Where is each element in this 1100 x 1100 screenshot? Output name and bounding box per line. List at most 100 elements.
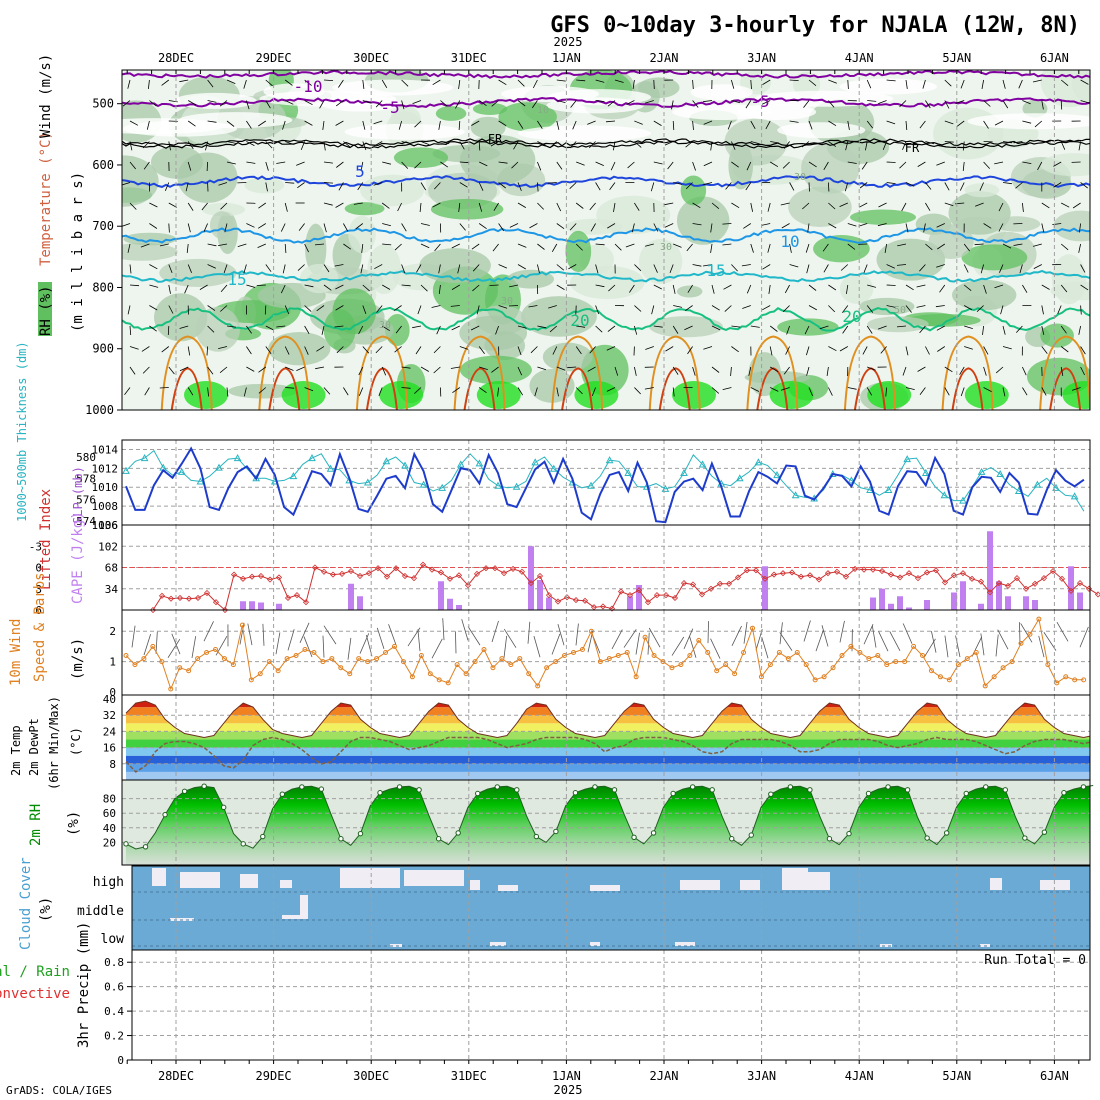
wind-barb (1037, 161, 1043, 171)
precip-grid (132, 961, 1090, 1037)
wind10m-point (230, 662, 236, 668)
wind10m-point (866, 656, 872, 662)
rh-blob (201, 202, 246, 217)
wind-barb (168, 264, 173, 274)
wind-axis-label: Wind (m/s) (38, 54, 54, 138)
isotherm-30 (658, 367, 691, 410)
wind-barb (983, 223, 992, 229)
thickness-point (512, 482, 521, 490)
wind-barb (750, 202, 753, 212)
thickness-point (605, 456, 614, 464)
rh2m-point (1002, 787, 1008, 793)
wind-barb (556, 223, 565, 230)
wind-barb (334, 325, 344, 328)
wind-barb (684, 325, 693, 331)
wind-barb (859, 202, 868, 208)
lifted-index-point (752, 567, 760, 574)
wind-barb (964, 325, 973, 329)
wind10m-point (642, 634, 648, 640)
lifted-index-point (545, 592, 553, 599)
wind-barb (878, 202, 887, 208)
cloud-tick-label: middle (77, 904, 124, 919)
wind-barb (589, 202, 596, 211)
wind-barb (556, 202, 562, 212)
wind-barb (803, 100, 810, 108)
wind-barb (1018, 79, 1023, 89)
cape-bar (762, 566, 768, 610)
wind-barb (376, 305, 383, 313)
wind-barb (866, 325, 873, 334)
rh2m-point (904, 787, 911, 793)
wind-barb (896, 325, 907, 328)
wind-barb (828, 141, 837, 147)
wind-barb (877, 325, 887, 330)
wind10m-tick-label: 1 (109, 656, 116, 669)
wind-barb (1022, 100, 1031, 105)
wind-barb (692, 264, 702, 267)
wind-barb (159, 387, 169, 389)
lifted-index-point (455, 572, 463, 579)
rh2m-point (494, 784, 500, 790)
wind10m-point (356, 656, 362, 662)
rh-blob (649, 316, 723, 338)
wind-barb (276, 161, 286, 164)
wind-barb (645, 346, 654, 350)
wind-barb (246, 366, 255, 372)
wind-barb (556, 120, 560, 130)
wind-barb (537, 120, 543, 129)
lifted-index-point (275, 574, 283, 581)
rh-blob (498, 102, 557, 132)
wind-barb (955, 100, 965, 104)
wind-barb (711, 387, 720, 394)
wind10m-point (1081, 677, 1087, 683)
lifted-index-point (554, 598, 562, 605)
wind-barb (144, 387, 150, 396)
wind-barb (959, 366, 965, 375)
precip-tick-label: 0.6 (104, 981, 124, 994)
wind-barb (866, 120, 874, 129)
cloud-block (675, 942, 695, 946)
wind-barb (420, 141, 430, 146)
rh2m-unit-label: (%) (66, 811, 82, 836)
wind-barb (644, 387, 654, 390)
wind-barb (741, 264, 751, 267)
wind-barb (1002, 325, 1006, 335)
wind-barb (556, 161, 563, 170)
rh-blob (393, 147, 449, 168)
cape-bar (978, 603, 984, 610)
wind-barb (362, 346, 370, 354)
wind-barb (590, 223, 596, 232)
wind-barb (743, 223, 752, 229)
wind10m-barb (707, 621, 709, 644)
wind-barb (828, 202, 836, 210)
contour-label: 15 (227, 270, 246, 289)
wind-barb (1041, 325, 1045, 335)
wind-barb (606, 346, 616, 351)
wind-barb (1002, 100, 1009, 109)
wind-barb (1041, 346, 1048, 354)
wind-barb (634, 366, 637, 376)
contour-label: 50 (894, 305, 906, 316)
wind-barb (491, 100, 499, 107)
wind-barb (789, 264, 799, 268)
wind-barb (517, 366, 523, 376)
wind-barb (258, 366, 267, 373)
thickness-point (494, 481, 502, 489)
wind-barb (626, 100, 635, 105)
wind-barb (999, 264, 1004, 273)
wind10m-point (418, 653, 424, 659)
wind10m-barb (710, 638, 721, 659)
thickness-point (289, 472, 298, 480)
lifted-index-point (428, 566, 436, 573)
rh2m-point (553, 828, 559, 835)
rh2m-point (611, 787, 618, 793)
wind-barb (731, 100, 741, 104)
rh2m-point (924, 835, 930, 841)
wind-barb (983, 161, 990, 169)
wind-barb (1002, 243, 1012, 249)
wind-barb (284, 243, 287, 254)
rh-blob (777, 318, 839, 336)
bottom-date-label: 5JAN (942, 1069, 971, 1083)
cloud-grid (132, 891, 1090, 947)
rh-blob (460, 134, 536, 185)
